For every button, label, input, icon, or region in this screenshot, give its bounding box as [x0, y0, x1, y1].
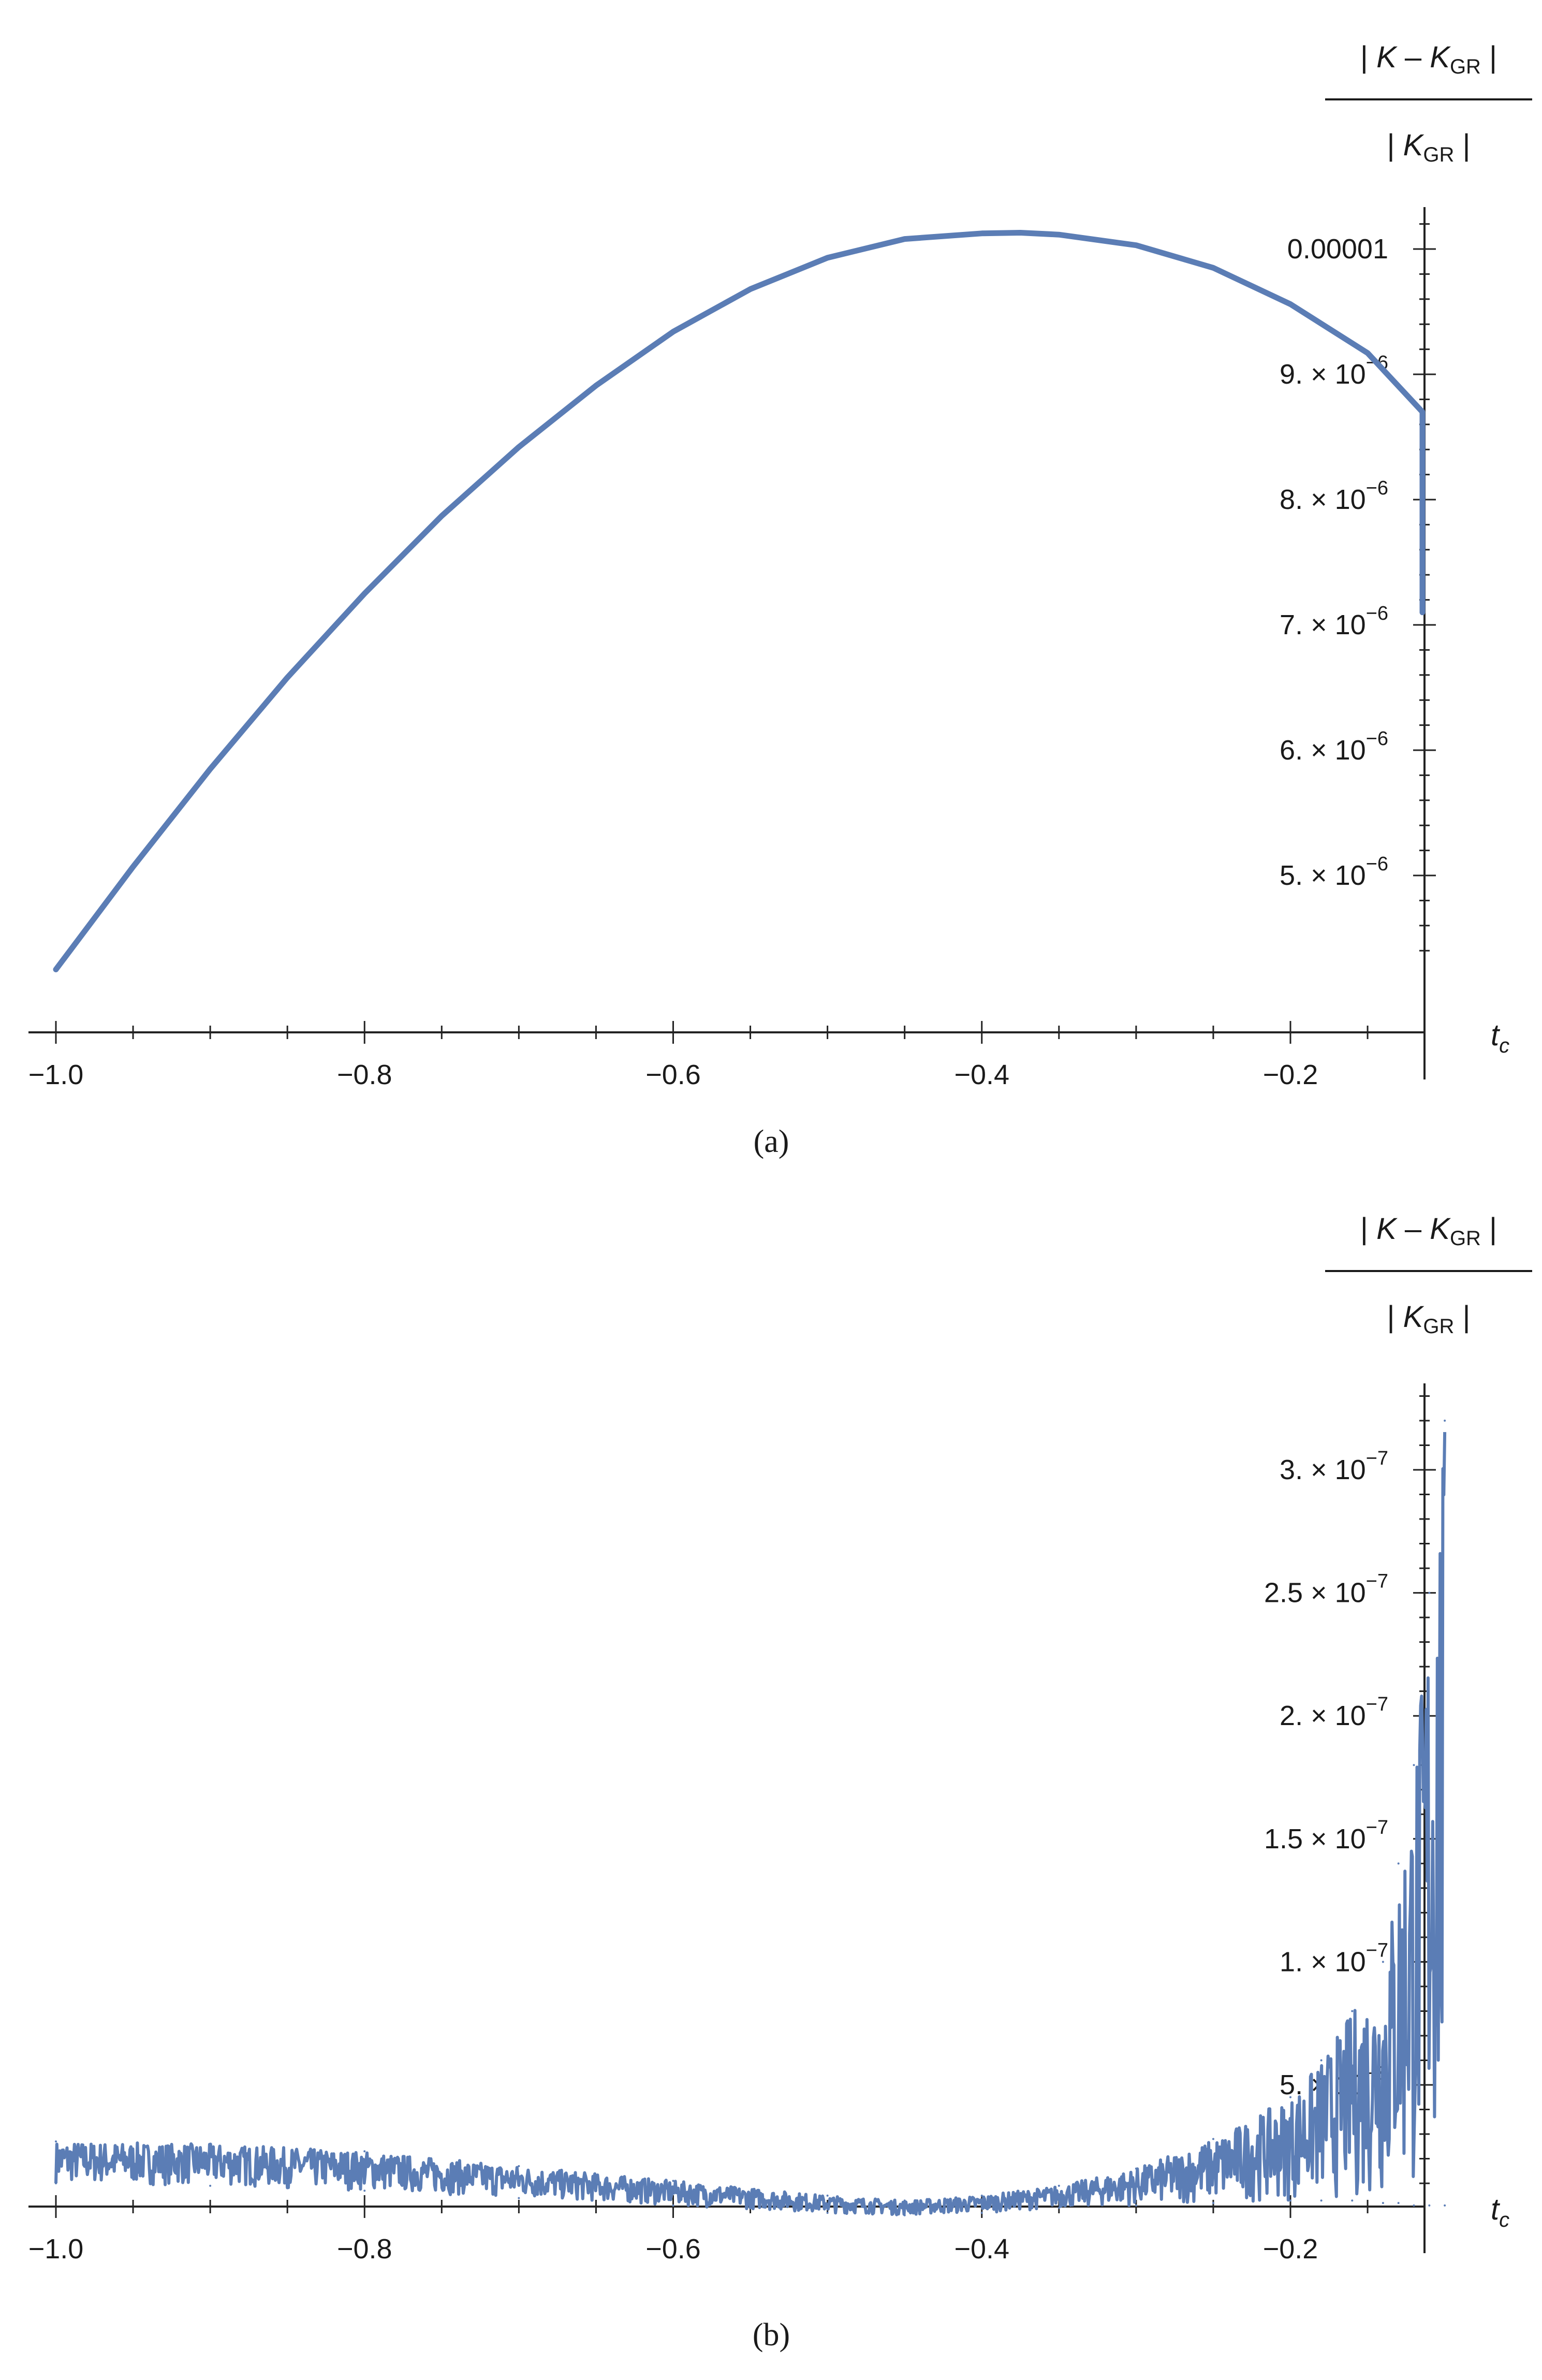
y-tick-mantissa: 6. × 10	[1280, 735, 1366, 766]
y-tick-exponent: −7	[1366, 1693, 1388, 1715]
y-tick-exponent: −6	[1366, 477, 1388, 499]
y-tick-exponent: −7	[1366, 1571, 1388, 1593]
y-axis-title-denominator: | KGR |	[1387, 1300, 1470, 1338]
lower-envelope-point	[1397, 2202, 1400, 2204]
lower-envelope-point	[826, 2212, 829, 2214]
lower-envelope-point	[1413, 2204, 1415, 2207]
y-tick-mantissa: 2. × 10	[1280, 1700, 1366, 1731]
y-axis-title-numerator: | K – KGR |	[1360, 40, 1497, 78]
y-tick-label: 5. × 10−6	[1280, 853, 1388, 891]
lower-envelope-point	[1428, 2204, 1431, 2207]
y-tick-mantissa: 7. × 10	[1280, 609, 1366, 640]
y-tick-mantissa: 3. × 10	[1280, 1454, 1366, 1485]
lower-envelope-point	[1382, 2202, 1384, 2204]
lower-envelope-point	[55, 2182, 57, 2185]
y-tick-label: 9. × 10−6	[1280, 352, 1388, 390]
upper-envelope-point	[518, 2165, 520, 2167]
upper-envelope-point	[1382, 1961, 1384, 1963]
upper-envelope-point	[55, 2140, 57, 2143]
upper-envelope-point	[209, 2143, 212, 2145]
y-tick-label: 6. × 10−6	[1280, 728, 1388, 766]
y-tick-exponent: −6	[1366, 853, 1388, 875]
y-tick-exponent: −6	[1366, 728, 1388, 750]
y-tick-exponent: −7	[1366, 1939, 1388, 1961]
lower-envelope-point	[518, 2197, 520, 2199]
upper-envelope-point	[1444, 1419, 1446, 1422]
upper-envelope-point	[1058, 2184, 1060, 2187]
lower-envelope-point	[1289, 2199, 1291, 2202]
lower-envelope-point	[1212, 2202, 1214, 2204]
y-axis-title-numerator: | K – KGR |	[1360, 1212, 1497, 1250]
x-tick-label: −0.6	[645, 1059, 701, 1090]
x-tick-label: −0.4	[954, 2233, 1009, 2265]
upper-envelope-point	[826, 2194, 829, 2197]
upper-envelope-point	[1212, 2138, 1214, 2140]
y-tick-label: 2. × 10−7	[1280, 1693, 1388, 1731]
y-axis-title-denominator: | KGR |	[1387, 128, 1470, 166]
y-tick-label: 7. × 10−6	[1280, 603, 1388, 640]
y-tick-label: 1. × 10−7	[1280, 1939, 1388, 1977]
x-tick-label: −0.8	[337, 2233, 392, 2265]
upper-envelope-point	[1320, 2059, 1323, 2062]
x-axis-title: tc	[1491, 2193, 1509, 2231]
upper-envelope-point	[1413, 1764, 1415, 1766]
y-tick-mantissa: 9. × 10	[1280, 359, 1366, 390]
upper-envelope-point	[1135, 2167, 1137, 2170]
upper-envelope-point	[903, 2199, 906, 2202]
lower-envelope-point	[209, 2184, 212, 2187]
upper-envelope-point	[672, 2180, 674, 2182]
series-line	[54, 1432, 1447, 2216]
y-tick-label: 1.5 × 10−7	[1264, 1817, 1388, 1855]
x-tick-label: −0.2	[1263, 2233, 1318, 2265]
lower-envelope-point	[1058, 2207, 1060, 2209]
y-tick-mantissa: 1.5 × 10	[1264, 1823, 1366, 1855]
y-tick-mantissa: 5. × 10	[1280, 860, 1366, 891]
lower-envelope-point	[363, 2189, 366, 2192]
y-tick-mantissa: 0.00001	[1287, 233, 1388, 265]
lower-envelope-point	[1135, 2204, 1137, 2207]
x-tick-label: −0.8	[337, 1059, 392, 1090]
upper-envelope-point	[980, 2194, 983, 2197]
lower-envelope-point	[980, 2212, 983, 2214]
y-tick-mantissa: 8. × 10	[1280, 484, 1366, 515]
upper-envelope-point	[1397, 1862, 1400, 1865]
y-tick-exponent: −6	[1366, 603, 1388, 624]
x-tick-label: −0.6	[645, 2233, 701, 2265]
upper-envelope-point	[1289, 2096, 1291, 2098]
y-tick-exponent: −7	[1366, 1448, 1388, 1469]
x-tick-label: −0.2	[1263, 1059, 1318, 1090]
panel-caption: (a)	[754, 1124, 789, 1159]
y-tick-mantissa: 1. × 10	[1280, 1946, 1366, 1977]
y-tick-label: 2.5 × 10−7	[1264, 1571, 1388, 1609]
lower-envelope-point	[1444, 2204, 1446, 2207]
upper-envelope-point	[363, 2150, 366, 2153]
upper-envelope-point	[1351, 2010, 1354, 2012]
panel-a: −1.0 −0.8 −0.6 −0.4 −0.25. × 10−66. × 10−67.…	[28, 40, 1532, 1159]
y-tick-label: 8. × 10−6	[1280, 477, 1388, 515]
lower-envelope-point	[903, 2214, 906, 2216]
upper-envelope-point	[1428, 1591, 1431, 1594]
y-tick-exponent: −7	[1366, 1817, 1388, 1838]
x-axis-title: tc	[1491, 1018, 1509, 1057]
y-tick-label: 3. × 10−7	[1280, 1448, 1388, 1485]
x-tick-label: −1.0	[28, 2233, 84, 2265]
y-tick-label: 0.00001	[1287, 233, 1388, 265]
lower-envelope-point	[1320, 2199, 1323, 2202]
panel-b: −1.0 −0.8 −0.6 −0.4 −0.25. × 10−81. × 10−71.…	[28, 1212, 1532, 2353]
y-tick-mantissa: 2.5 × 10	[1264, 1578, 1366, 1609]
series-line	[53, 230, 1426, 972]
x-tick-label: −1.0	[28, 1059, 84, 1090]
lower-envelope-point	[1351, 2199, 1354, 2202]
panel-caption: (b)	[753, 2317, 790, 2353]
lower-envelope-point	[672, 2204, 674, 2207]
x-tick-label: −0.4	[954, 1059, 1009, 1090]
